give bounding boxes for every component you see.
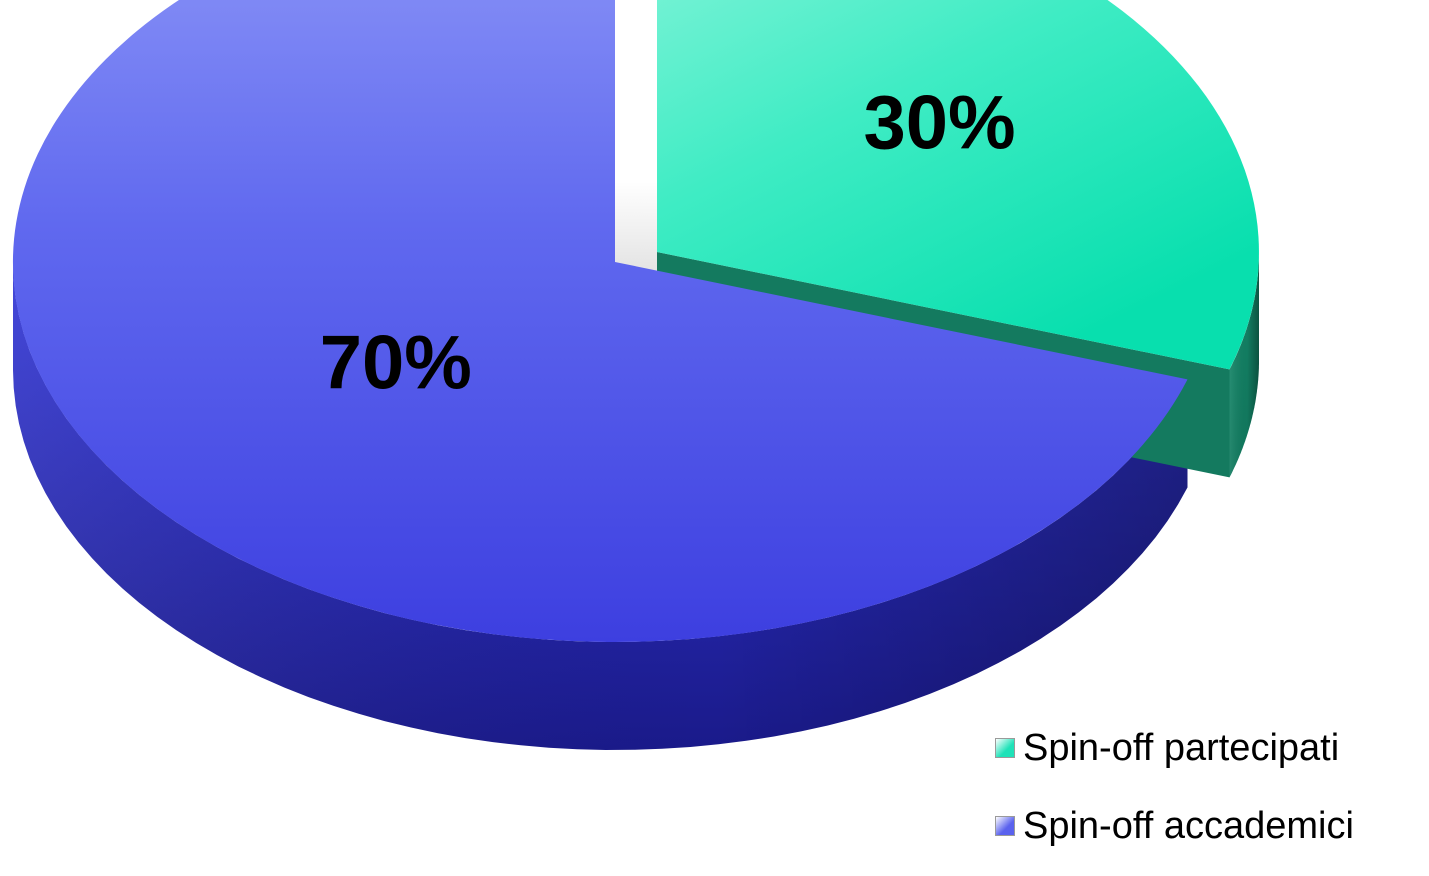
legend-item-spin-off-partecipati: Spin-off partecipati [995,720,1415,776]
legend-swatch-blue [995,816,1015,836]
legend-swatch-green [995,738,1015,758]
legend-item-spin-off-accademici: Spin-off accademici [995,798,1415,854]
pie-slice-spin-off-partecipati [657,0,1259,370]
pie-side-shade [13,262,1188,750]
legend: Spin-off partecipati Spin-off accademici [995,720,1415,876]
data-label-spin-off-accademici: 70% [320,321,472,406]
legend-label: Spin-off partecipati [1023,727,1340,769]
pie-slice-spin-off-accademici [13,0,1188,642]
legend-label: Spin-off accademici [1023,805,1354,847]
data-label-spin-off-partecipati: 30% [863,81,1015,166]
pie-side-shade [1229,252,1259,478]
